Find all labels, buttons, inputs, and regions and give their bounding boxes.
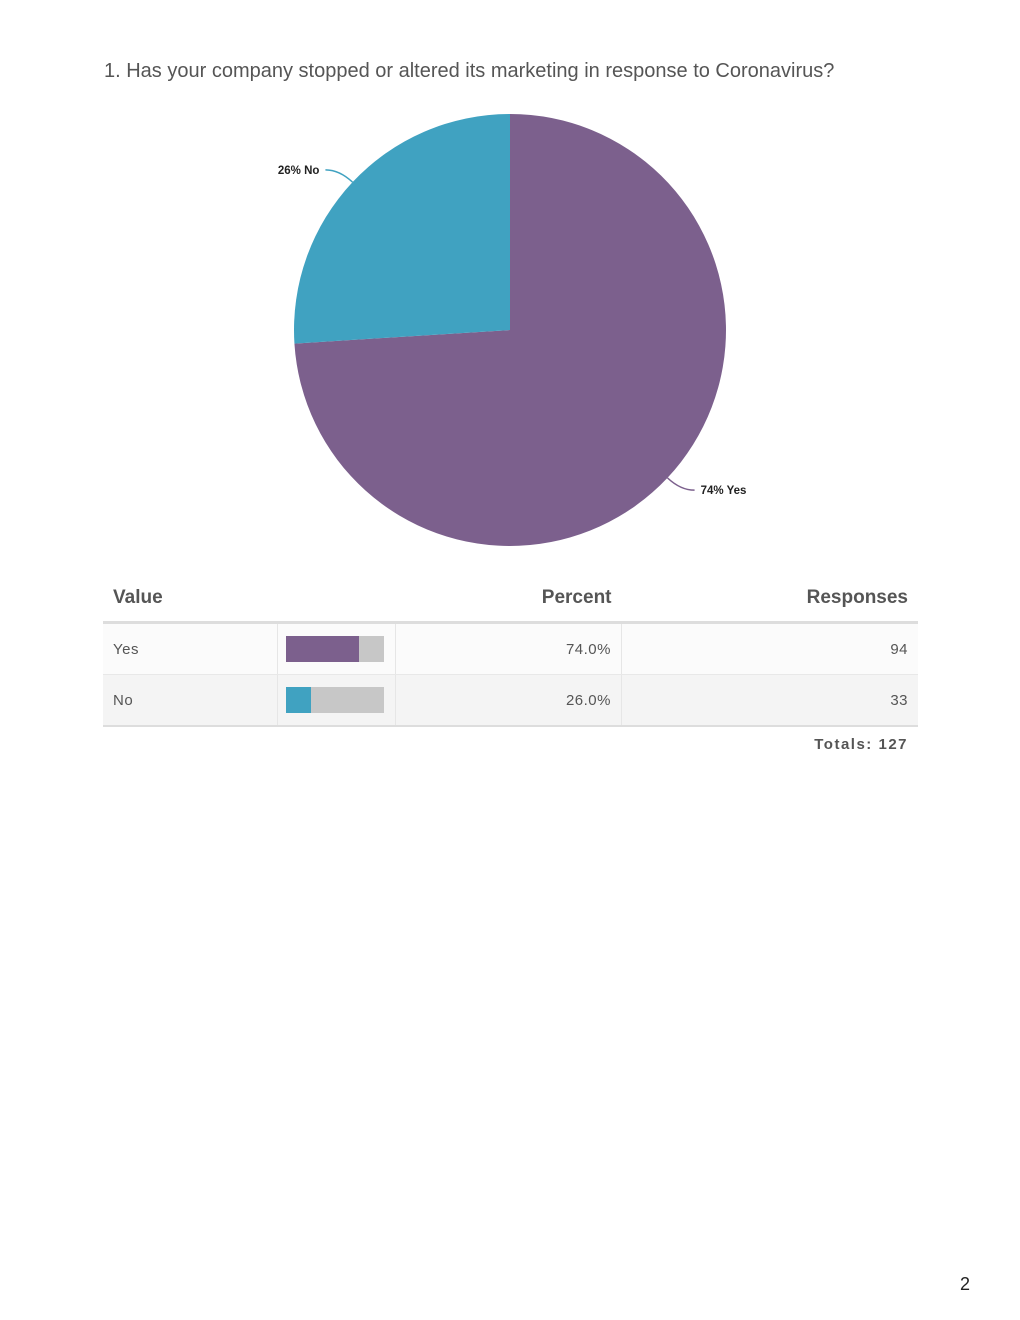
row-responses: 94: [621, 622, 918, 675]
pie-label-yes: 74% Yes: [701, 485, 747, 497]
totals-label: Totals: 127: [814, 736, 908, 753]
question-title: 1. Has your company stopped or altered i…: [104, 60, 835, 82]
table-header-row: Value Percent Responses: [103, 574, 918, 624]
pie-slice-no: [294, 114, 510, 344]
header-bar: [277, 574, 396, 624]
table-row: No 26.0% 33: [103, 674, 918, 727]
row-responses: 33: [621, 674, 918, 727]
header-value: Value: [103, 574, 278, 624]
row-bar-cell: [277, 622, 396, 675]
percent-bar-track: [286, 636, 384, 662]
row-percent: 74.0%: [395, 622, 622, 675]
header-responses: Responses: [621, 574, 918, 624]
results-table: Value Percent Responses Yes 74.0% 94 No: [103, 574, 918, 727]
page-number: 2: [960, 1274, 971, 1294]
percent-bar-fill: [286, 636, 359, 662]
row-percent: 26.0%: [395, 674, 622, 727]
row-bar-cell: [277, 674, 396, 727]
pie-leader-line-no: [325, 169, 354, 183]
percent-bar-fill: [286, 687, 312, 713]
pie-chart: 74% Yes 26% No: [278, 114, 747, 546]
table-row: Yes 74.0% 94: [103, 622, 918, 675]
header-percent: Percent: [395, 574, 622, 624]
percent-bar-track: [286, 687, 384, 713]
row-value: No: [103, 674, 278, 727]
row-value: Yes: [103, 622, 278, 675]
pie-label-no: 26% No: [278, 165, 320, 177]
pie-slice-yes: [294, 114, 726, 546]
pie-leader-line-yes: [666, 477, 695, 491]
